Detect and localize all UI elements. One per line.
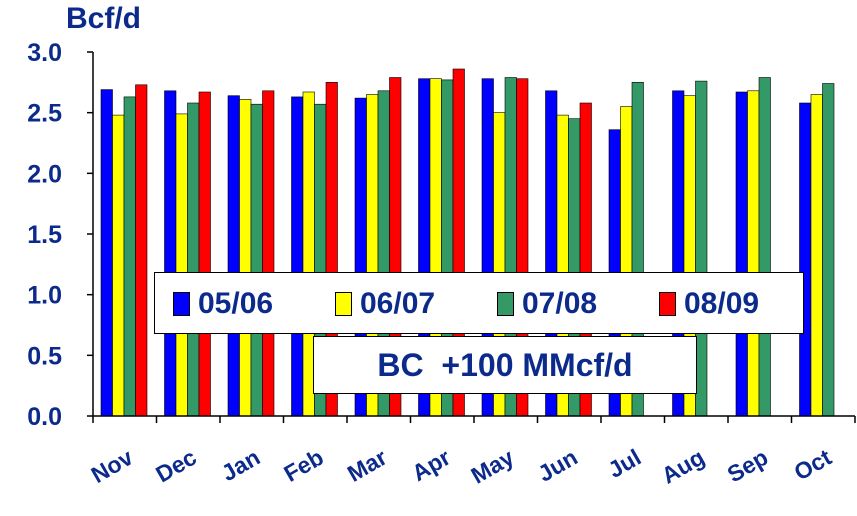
bar-0506-sep	[735, 91, 748, 417]
x-tick-label-oct: Oct	[790, 444, 836, 486]
x-tick-label-apr: Apr	[407, 444, 454, 486]
x-tick-label-nov: Nov	[87, 444, 138, 488]
x-tick-label-jul: Jul	[603, 444, 645, 483]
y-tick-label: 0.0	[27, 403, 62, 431]
x-tick-label-mar: Mar	[343, 444, 391, 487]
x-tick-label-aug: Aug	[657, 444, 709, 489]
y-tick-label: 0.5	[27, 342, 62, 370]
bar-0607-jan	[239, 99, 252, 417]
legend-swatch-0607	[335, 292, 352, 316]
bar-0708-sep	[758, 77, 771, 417]
y-tick-label: 1.5	[27, 221, 62, 249]
bar-0506-oct	[799, 102, 812, 417]
bar-0506-nov	[100, 89, 113, 417]
bar-0708-oct	[822, 83, 835, 417]
bar-0607-nov	[112, 114, 125, 417]
bar-0506-dec	[164, 90, 177, 417]
legend-label-0708: 07/08	[522, 287, 598, 320]
bar-0809-nov	[135, 84, 148, 417]
legend-label-0607: 06/07	[360, 287, 436, 320]
bar-0708-dec	[187, 102, 200, 417]
annotation-box: BC +100 MMcf/d	[313, 336, 697, 394]
y-tick-label: 2.0	[27, 160, 62, 188]
bar-0506-jan	[227, 95, 240, 417]
bar-0708-nov	[123, 96, 136, 417]
legend-swatch-0809	[659, 292, 676, 316]
bar-0506-feb	[291, 96, 304, 417]
x-tick-label-jan: Jan	[217, 444, 264, 486]
legend: 05/06 06/07 07/08 08/09	[154, 272, 804, 334]
y-axis-unit-label: Bcf/d	[66, 2, 141, 35]
legend-swatch-0708	[497, 292, 514, 316]
bar-0607-oct	[810, 94, 823, 417]
legend-item-0506: 05/06	[173, 287, 274, 320]
x-tick-label-dec: Dec	[151, 444, 201, 488]
bar-0607-sep	[747, 90, 760, 417]
x-tick-label-sep: Sep	[723, 444, 773, 488]
y-tick-label: 1.0	[27, 282, 62, 310]
legend-label-0506: 05/06	[198, 287, 274, 320]
bar-0809-dec	[198, 91, 211, 417]
bar-0809-jan	[262, 90, 275, 417]
legend-label-0809: 08/09	[684, 287, 760, 320]
x-tick-label-jun: Jun	[533, 444, 581, 487]
y-tick-label: 2.5	[27, 100, 62, 128]
bar-0708-jan	[250, 103, 263, 417]
bar-0708-aug	[695, 80, 708, 417]
x-tick-label-may: May	[466, 444, 518, 489]
annotation-text: BC +100 MMcf/d	[377, 346, 633, 383]
legend-item-0607: 06/07	[335, 287, 436, 320]
x-tick-label-feb: Feb	[279, 444, 327, 487]
y-tick-label: 3.0	[27, 39, 62, 67]
legend-swatch-0506	[173, 292, 190, 316]
bar-0607-dec	[175, 113, 188, 417]
legend-item-0708: 07/08	[497, 287, 598, 320]
legend-item-0809: 08/09	[659, 287, 760, 320]
